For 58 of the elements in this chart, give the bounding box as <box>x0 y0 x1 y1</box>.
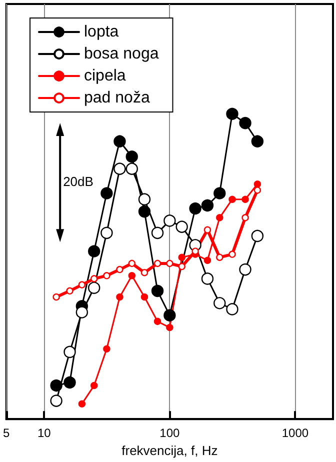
point <box>116 266 124 274</box>
point <box>100 226 113 240</box>
point <box>204 226 212 234</box>
x-tick-label: 1000 <box>282 426 309 440</box>
point <box>151 284 164 298</box>
point <box>251 135 264 148</box>
point <box>66 287 74 295</box>
x-axis-title: frekvencija, f, Hz <box>122 443 218 458</box>
x-tick-label: 10 <box>37 426 52 440</box>
point <box>88 282 100 294</box>
x-tick-label: 100 <box>160 426 180 440</box>
legend-label: pad noža <box>84 90 150 106</box>
point <box>228 250 236 258</box>
point <box>176 220 188 233</box>
point <box>201 272 214 285</box>
point <box>254 186 262 194</box>
point <box>138 193 151 206</box>
point <box>50 394 62 407</box>
point <box>201 199 214 212</box>
point <box>114 162 126 175</box>
legend-label: lopta <box>84 24 119 40</box>
point <box>226 108 238 120</box>
legend-label: bosa noga <box>84 46 159 62</box>
point <box>140 268 148 276</box>
point <box>138 205 151 218</box>
legend-label: cipela <box>84 68 126 84</box>
point <box>226 303 238 316</box>
point <box>164 214 176 227</box>
point <box>164 309 176 322</box>
point <box>128 260 136 268</box>
point <box>64 376 76 389</box>
annotation: 20dB <box>63 174 94 189</box>
point <box>100 187 113 200</box>
x-tick-label: 5 <box>2 426 10 440</box>
point <box>216 254 224 261</box>
point <box>90 275 98 282</box>
point <box>88 245 100 258</box>
point <box>214 297 226 310</box>
point <box>239 116 252 130</box>
point <box>189 202 202 215</box>
point <box>242 214 249 222</box>
point <box>126 162 138 175</box>
point <box>239 263 252 276</box>
point <box>78 281 86 288</box>
point <box>192 248 199 255</box>
point <box>64 346 76 358</box>
point <box>76 306 88 318</box>
point <box>50 379 62 392</box>
point <box>103 272 110 280</box>
point <box>114 135 126 148</box>
point <box>251 230 264 242</box>
point <box>214 187 226 200</box>
point <box>151 226 164 240</box>
point <box>52 293 60 301</box>
point <box>126 150 138 163</box>
point <box>166 260 174 268</box>
point <box>178 262 186 270</box>
point <box>154 260 162 268</box>
